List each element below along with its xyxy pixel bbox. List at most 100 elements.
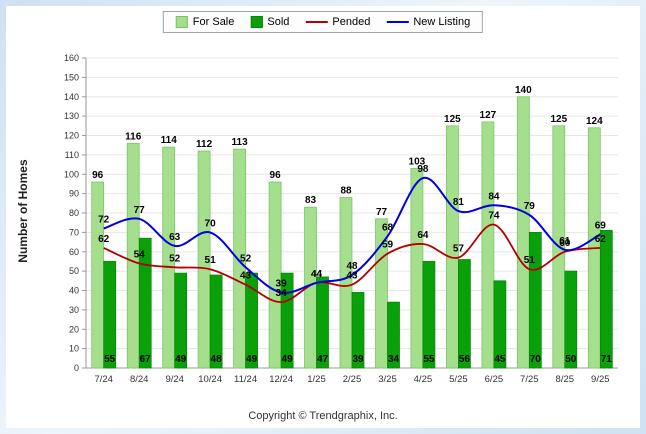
x-tick-label: 11/24 [234, 374, 257, 385]
y-tick-label: 60 [69, 247, 79, 257]
y-tick-label: 80 [69, 208, 79, 218]
y-tick-label: 70 [69, 227, 79, 237]
sold-value-label: 45 [494, 354, 506, 365]
for-sale-value-label: 112 [196, 139, 213, 150]
sold-swatch-icon [250, 16, 263, 28]
x-tick-label: 6/25 [485, 374, 504, 385]
bar-sold [103, 261, 117, 369]
bar-sold [528, 232, 542, 369]
sold-value-label: 55 [104, 354, 116, 365]
for-sale-value-label: 114 [161, 135, 178, 146]
bar-sold [599, 230, 613, 369]
y-tick-label: 50 [69, 266, 79, 276]
pended-value-label: 34 [276, 288, 288, 299]
new-listing-value-label: 44 [311, 269, 323, 280]
for-sale-value-label: 103 [409, 156, 426, 167]
new-listing-line-swatch-icon [386, 21, 409, 23]
pended-value-label: 64 [417, 230, 429, 241]
new-listing-value-label: 72 [98, 215, 110, 226]
y-tick-label: 100 [64, 169, 79, 179]
y-tick-label: 30 [69, 305, 79, 315]
x-tick-label: 2/25 [343, 374, 362, 385]
x-tick-label: 4/25 [414, 374, 433, 385]
bar-sold [209, 274, 223, 369]
for-sale-value-label: 88 [340, 186, 352, 197]
y-tick-label: 40 [69, 286, 79, 296]
x-tick-label: 8/24 [130, 374, 149, 385]
sold-value-label: 49 [175, 354, 187, 365]
for-sale-value-label: 113 [232, 137, 249, 148]
pended-value-label: 62 [98, 234, 110, 245]
x-tick-label: 9/24 [165, 374, 184, 385]
pended-value-label: 60 [559, 238, 571, 249]
pended-value-label: 59 [382, 240, 394, 251]
sold-value-label: 71 [601, 354, 613, 365]
x-tick-label: 9/25 [591, 374, 610, 385]
bar-sold [351, 292, 365, 369]
sold-value-label: 67 [140, 354, 152, 365]
legend-item-for-sale: For Sale [175, 16, 235, 28]
bar-for-sale [197, 150, 211, 369]
for-sale-swatch-icon [175, 16, 188, 28]
pended-value-label: 43 [240, 271, 252, 282]
sold-value-label: 50 [565, 354, 577, 365]
x-tick-label: 5/25 [449, 374, 468, 385]
bar-sold [458, 259, 471, 369]
new-listing-value-label: 84 [488, 191, 500, 202]
for-sale-value-label: 96 [92, 170, 104, 181]
pended-value-label: 62 [595, 234, 607, 245]
for-sale-value-label: 140 [515, 85, 532, 96]
sold-value-label: 39 [352, 354, 364, 365]
legend-label-pended: Pended [332, 16, 371, 28]
bar-sold [493, 280, 507, 369]
x-tick-label: 7/25 [520, 374, 539, 385]
for-sale-value-label: 127 [480, 110, 497, 121]
for-sale-value-label: 77 [376, 207, 388, 218]
chart-plot: 0 10 20 30 40 50 60 70 80 90 100 110 120 130 140 150 160… [64, 53, 618, 385]
bar-sold [174, 272, 188, 369]
pended-value-label: 44 [311, 269, 323, 280]
sold-value-label: 47 [317, 354, 329, 365]
x-tick-label: 3/25 [378, 374, 397, 385]
new-listing-value-label: 70 [205, 218, 217, 229]
y-tick-label: 110 [65, 150, 79, 160]
bar-for-sale [410, 168, 424, 369]
bar-sold [280, 272, 294, 369]
new-listing-line [103, 177, 601, 294]
for-sale-value-label: 96 [270, 170, 282, 181]
new-listing-value-label: 48 [346, 261, 358, 272]
new-listing-value-label: 61 [559, 236, 571, 247]
x-tick-label: 7/24 [94, 374, 113, 385]
pended-value-label: 54 [134, 249, 146, 260]
new-listing-value-label: 52 [240, 253, 252, 264]
for-sale-value-label: 83 [305, 195, 317, 206]
sold-value-label: 55 [423, 354, 435, 365]
for-sale-value-label: 116 [125, 131, 142, 142]
y-tick-label: 0 [74, 363, 79, 373]
y-tick-label: 150 [64, 72, 79, 82]
bar-for-sale [339, 197, 353, 369]
sold-value-label: 34 [388, 354, 400, 365]
bar-for-sale [91, 181, 105, 369]
y-tick-label: 140 [64, 92, 79, 102]
sold-value-label: 49 [246, 354, 258, 365]
sold-value-label: 48 [211, 354, 223, 365]
x-tick-label: 10/24 [198, 374, 222, 385]
bar-for-sale [162, 146, 176, 369]
copyright-text: Copyright © Trendgraphix, Inc. [248, 410, 398, 422]
pended-line-swatch-icon [305, 21, 328, 23]
pended-line [103, 223, 601, 304]
pended-value-label: 51 [524, 255, 536, 266]
bar-sold [138, 237, 152, 369]
legend-item-new-listing: New Listing [386, 16, 470, 28]
new-listing-value-label: 77 [134, 205, 146, 216]
y-tick-label: 20 [69, 324, 79, 334]
y-tick-label: 90 [69, 189, 79, 199]
pended-value-label: 51 [205, 255, 217, 266]
pended-value-label: 43 [346, 271, 358, 282]
bar-sold [564, 270, 578, 369]
for-sale-value-label: 125 [550, 114, 567, 125]
legend-label-for-sale: For Sale [192, 16, 235, 28]
y-tick-label: 130 [64, 111, 79, 121]
